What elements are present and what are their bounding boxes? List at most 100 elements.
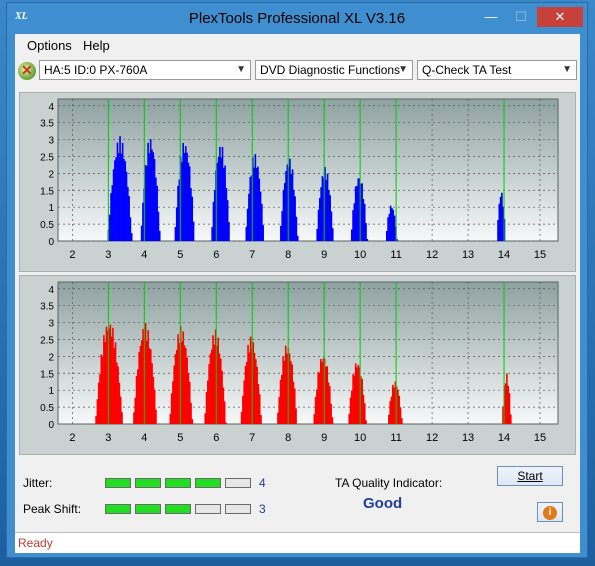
histogram-bar xyxy=(257,166,259,241)
histogram-bar xyxy=(358,178,361,241)
histogram-bar xyxy=(221,146,224,241)
histogram-bar xyxy=(256,366,258,424)
y-tick-label: 1 xyxy=(48,203,54,214)
start-button[interactable]: Start xyxy=(497,466,563,486)
toolbar: HA:5 ID:0 PX-760A ▼ DVD Diagnostic Funct… xyxy=(15,56,580,86)
histogram-bar xyxy=(242,395,244,424)
histogram-bar xyxy=(100,354,103,424)
histogram-bar xyxy=(295,408,297,424)
histogram-bar xyxy=(190,402,192,424)
histogram-bar xyxy=(175,207,178,241)
peak xyxy=(107,136,133,241)
histogram-bar xyxy=(293,388,296,424)
histogram-bar xyxy=(389,401,391,424)
histogram-bar xyxy=(218,353,221,424)
histogram-bar xyxy=(281,374,283,424)
histogram-bar xyxy=(252,342,255,424)
histogram-bar xyxy=(188,381,191,424)
x-tick-label: 3 xyxy=(105,249,111,261)
histogram-bar xyxy=(174,226,177,241)
y-tick-label: 2 xyxy=(48,169,54,180)
histogram-bar xyxy=(123,158,125,241)
function-select[interactable]: DVD Diagnostic Functions ▼ xyxy=(255,60,413,80)
histogram-bar xyxy=(361,183,363,241)
histogram-bar xyxy=(253,167,255,241)
window-title: PlexTools Professional XL V3.16 xyxy=(188,10,406,27)
histogram-bar xyxy=(326,366,329,424)
histogram-bar xyxy=(362,198,365,241)
chevron-down-icon: ▼ xyxy=(562,64,572,75)
histogram-bar xyxy=(204,413,207,424)
histogram-bar xyxy=(314,396,317,424)
minimize-button[interactable]: — xyxy=(477,7,505,27)
histogram-bar xyxy=(181,341,183,424)
histogram-bar xyxy=(173,365,175,424)
histogram-bar xyxy=(186,152,188,241)
histogram-bar xyxy=(219,358,222,424)
histogram-bar xyxy=(330,403,332,424)
histogram-bar xyxy=(106,330,109,424)
histogram-bar xyxy=(366,238,369,241)
level-segment xyxy=(135,504,161,514)
y-tick-label: 1.5 xyxy=(40,369,54,380)
peak xyxy=(204,329,227,424)
histogram-bar xyxy=(219,146,221,241)
menu-help[interactable]: Help xyxy=(83,38,110,53)
histogram-bar xyxy=(507,385,510,424)
histogram-bar xyxy=(115,157,117,241)
histogram-bar xyxy=(183,345,186,424)
histogram-bar xyxy=(114,342,117,424)
histogram-bar xyxy=(497,220,499,241)
histogram-bar xyxy=(119,136,121,241)
histogram-bar xyxy=(317,209,320,241)
x-tick-label: 11 xyxy=(390,249,401,261)
histogram-bar xyxy=(139,345,142,424)
histogram-bar xyxy=(182,331,185,424)
histogram-bar xyxy=(104,341,106,424)
device-select[interactable]: HA:5 ID:0 PX-760A ▼ xyxy=(39,60,251,80)
histogram-bar xyxy=(118,382,121,424)
peak xyxy=(95,324,123,424)
histogram-bar xyxy=(356,185,358,241)
histogram-bar xyxy=(330,211,333,241)
plot-area xyxy=(57,281,559,425)
histogram-bar xyxy=(211,227,213,241)
info-button[interactable]: i xyxy=(537,502,563,522)
histogram-bar xyxy=(385,230,388,241)
histogram-bar xyxy=(213,190,216,241)
histogram-bar xyxy=(246,208,249,241)
menu-options[interactable]: Options xyxy=(27,38,72,53)
y-tick-label: 4 xyxy=(48,285,54,296)
histogram-bar xyxy=(101,356,104,424)
histogram-bar xyxy=(117,366,119,424)
histogram-bar xyxy=(290,174,293,241)
top-chart-frame: 0 0.5 1 1.5 2 2.5 3 3.5 4 2 3 4 5 6 7 8 9 10 11 12 13 14 15 xyxy=(19,92,576,272)
histogram-bar xyxy=(174,354,177,424)
histogram-bar xyxy=(175,350,178,424)
level-segment xyxy=(105,504,131,514)
x-tick-label: 8 xyxy=(285,432,291,444)
maximize-button[interactable]: ☐ xyxy=(515,9,527,24)
histogram-bar xyxy=(142,329,144,424)
histogram-bar xyxy=(112,327,114,424)
close-button[interactable]: ✕ xyxy=(537,7,583,27)
histogram-bar xyxy=(258,394,261,424)
peak xyxy=(245,154,264,241)
histogram-bar xyxy=(245,226,248,241)
level-segment xyxy=(165,478,191,488)
histogram-bar xyxy=(393,215,396,241)
x-tick-label: 4 xyxy=(141,249,147,261)
histogram-bar xyxy=(277,412,279,424)
histogram-bar xyxy=(116,142,119,241)
test-select[interactable]: Q-Check TA Test ▼ xyxy=(417,60,577,80)
histogram-bar xyxy=(142,202,144,241)
histogram-bar xyxy=(121,142,124,241)
peak-shift-label: Peak Shift: xyxy=(23,502,82,516)
histogram-bar xyxy=(357,178,360,241)
histogram-bar xyxy=(217,337,219,424)
histogram-bar xyxy=(153,389,156,424)
histogram-bar xyxy=(149,349,152,424)
level-segment xyxy=(195,504,221,514)
level-segment xyxy=(225,478,251,488)
histogram-bar xyxy=(352,374,354,424)
